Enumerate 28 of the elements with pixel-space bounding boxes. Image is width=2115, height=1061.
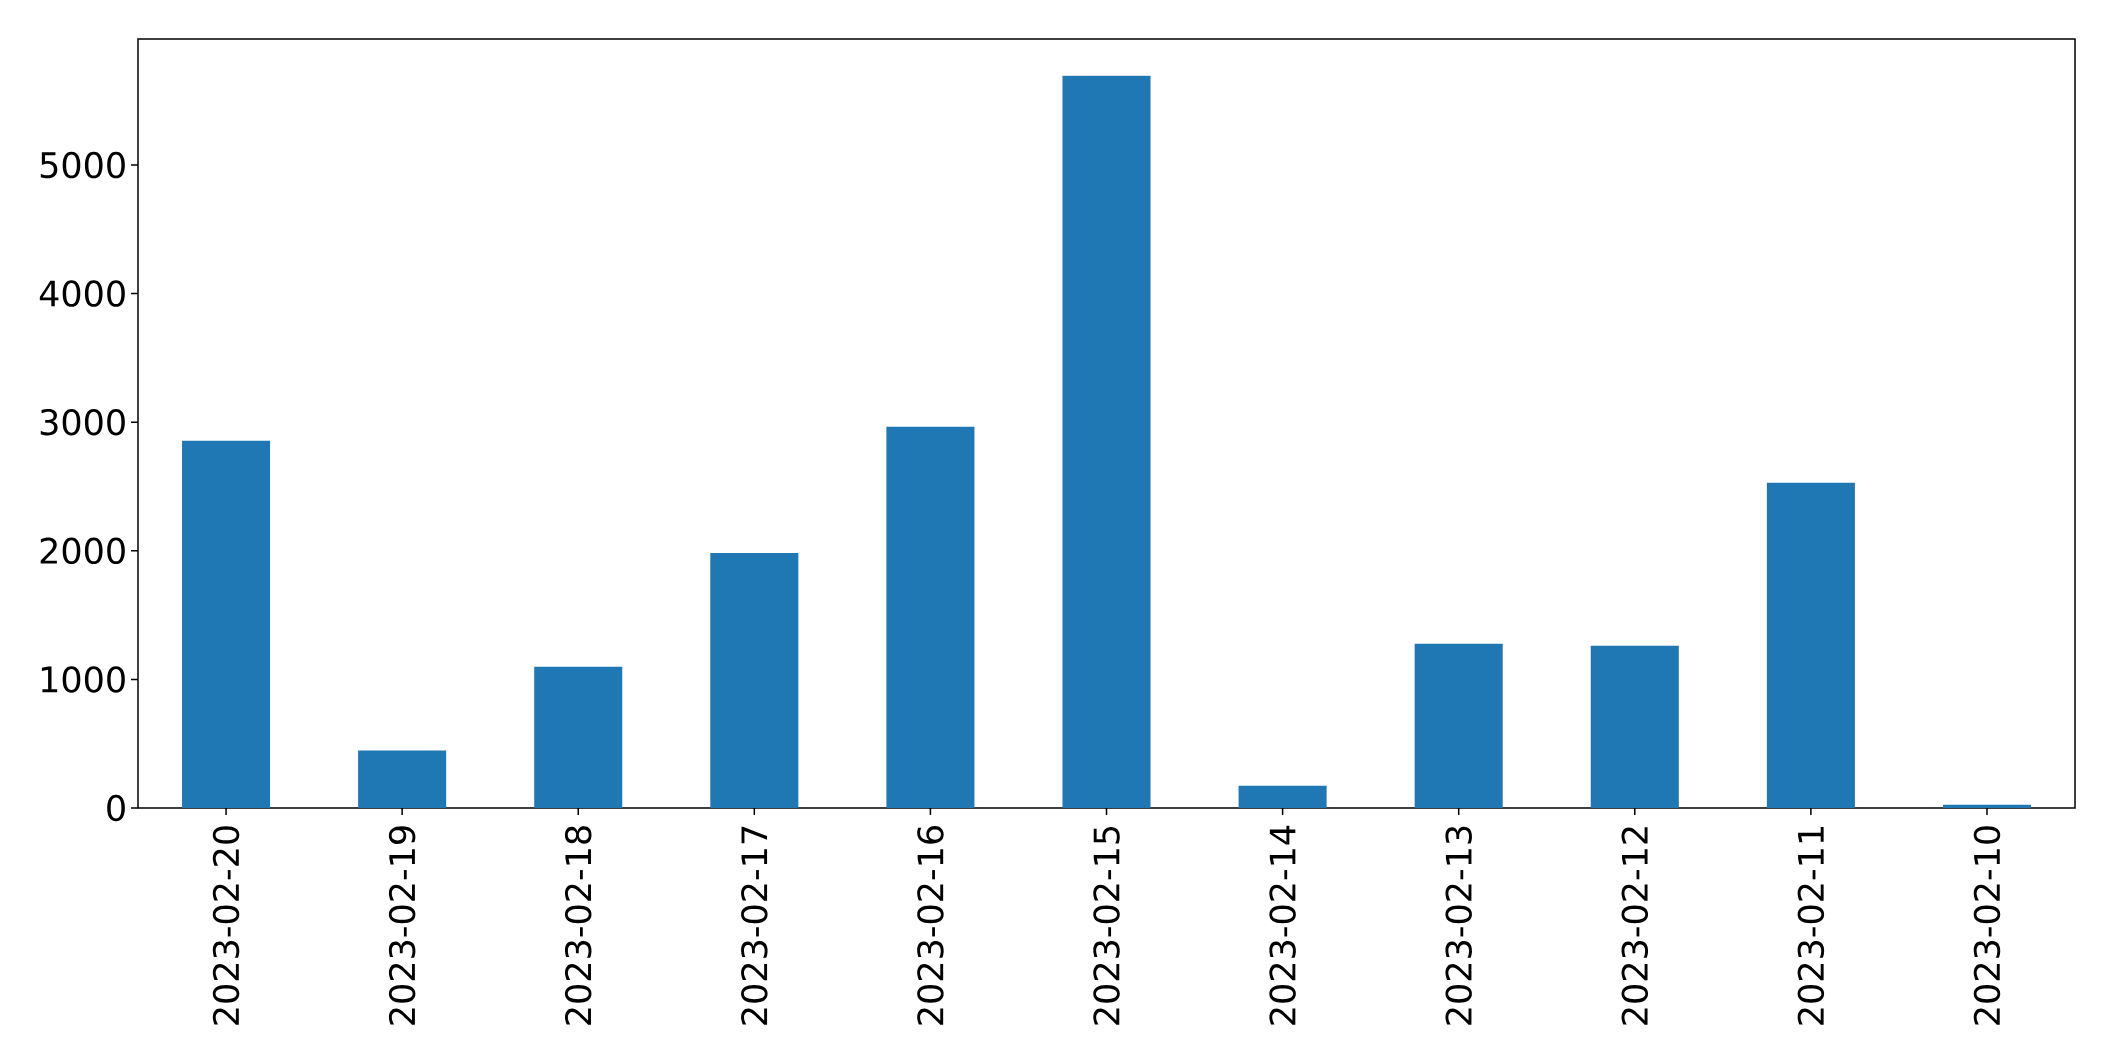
bar [534, 666, 623, 808]
y-tick-label: 5000 [40, 151, 125, 179]
y-tick-label: 0 [107, 794, 125, 822]
x-tick-label: 2023-02-16 [917, 826, 944, 1025]
bar [1590, 645, 1679, 808]
bar [1942, 804, 2031, 808]
y-tick-label: 1000 [41, 666, 125, 693]
x-tick-label: 2023-02-20 [212, 826, 240, 1025]
x-tick-label: 2023-02-18 [564, 826, 592, 1025]
bar [886, 426, 975, 808]
x-tick-label: 2023-02-11 [1797, 827, 1825, 1025]
y-tick-label: 2000 [40, 537, 125, 565]
x-tick-label: 2023-02-12 [1621, 827, 1649, 1025]
bar [1062, 75, 1151, 808]
x-tick-label: 2023-02-14 [1269, 825, 1296, 1025]
x-tick-label: 2023-02-17 [741, 826, 768, 1025]
y-tick-label: 4000 [39, 280, 125, 307]
x-tick-label: 2023-02-13 [1445, 826, 1472, 1025]
bar [358, 750, 447, 808]
bar [1238, 785, 1327, 808]
y-tick-label: 3000 [40, 408, 125, 436]
bar [710, 553, 799, 808]
bar [182, 440, 271, 808]
bar [1414, 643, 1503, 808]
bar [1766, 482, 1855, 808]
x-tick-label: 2023-02-19 [388, 826, 416, 1025]
x-tick-label: 2023-02-15 [1093, 826, 1120, 1025]
x-tick-label: 2023-02-10 [1973, 826, 2001, 1025]
